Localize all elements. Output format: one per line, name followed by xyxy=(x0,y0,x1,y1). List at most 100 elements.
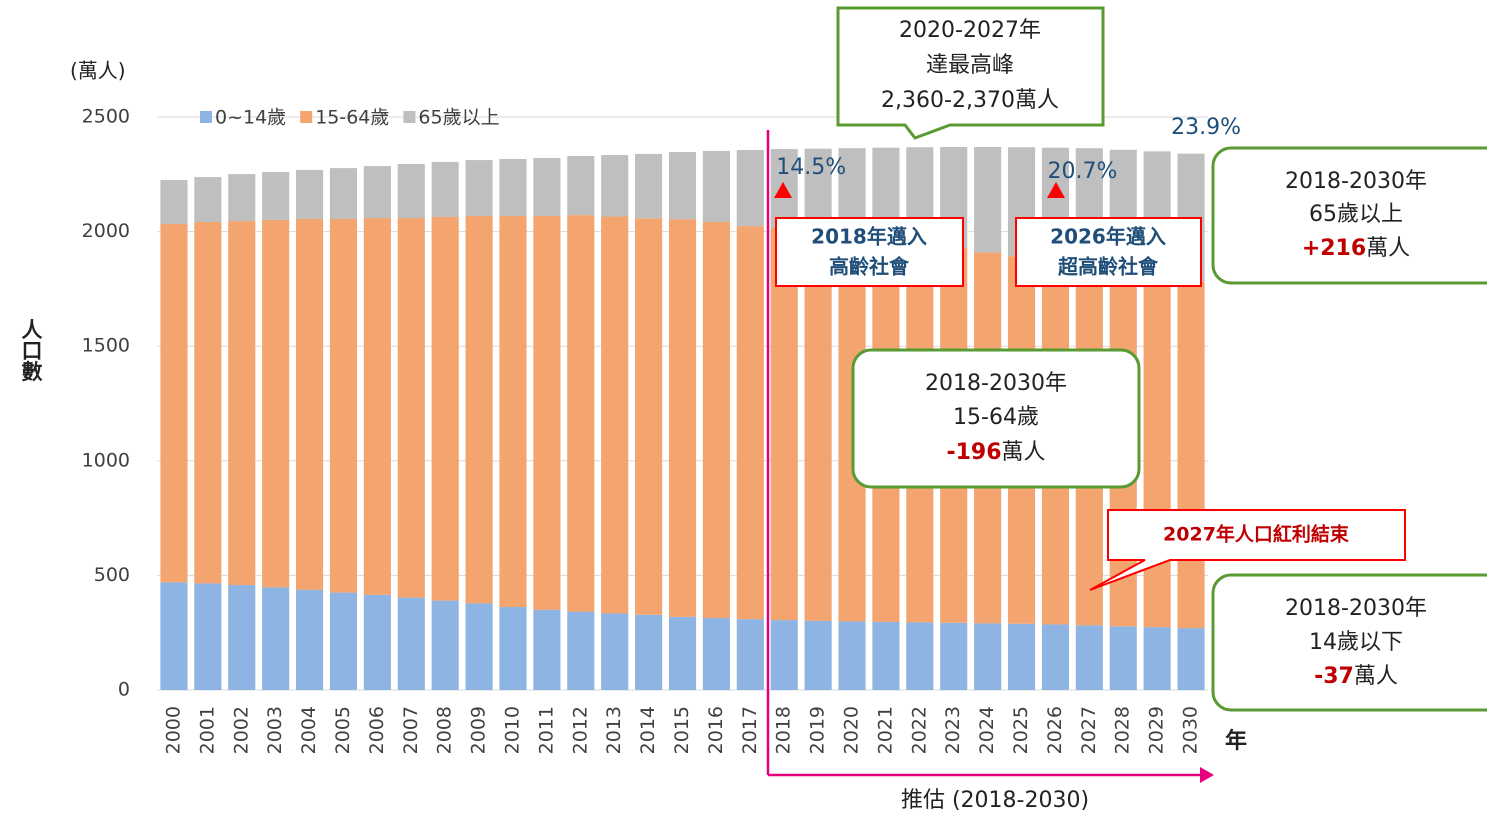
x-tick-label: 2012 xyxy=(569,706,591,754)
bar-segment xyxy=(1007,623,1036,690)
x-tick-label: 2026 xyxy=(1044,706,1066,754)
unit: 萬人 xyxy=(1002,440,1046,465)
working-change: -196萬人 xyxy=(946,440,1045,465)
x-tick-label: 2024 xyxy=(976,706,998,754)
bar-segment xyxy=(262,172,290,220)
aged-box xyxy=(775,217,964,287)
x-tick-label: 2018 xyxy=(773,706,795,754)
child-box xyxy=(1211,573,1487,712)
bar-segment xyxy=(770,227,798,621)
bar-segment xyxy=(329,218,358,593)
bar-segment xyxy=(160,582,188,690)
legend-swatch xyxy=(403,111,416,123)
bar-segment xyxy=(499,158,527,217)
bar-segment xyxy=(635,614,663,690)
bar-segment xyxy=(160,224,188,583)
bar-segment xyxy=(228,585,256,690)
change: -196 xyxy=(946,440,1001,465)
bar-segment xyxy=(363,218,391,595)
bar-segment xyxy=(804,231,832,621)
share-label: 14.5% xyxy=(776,155,846,180)
bar-segment xyxy=(736,619,764,690)
super-aged-line: 2026年邁入 xyxy=(1050,225,1166,249)
x-tick-label: 2017 xyxy=(739,706,761,754)
share-label: 23.9% xyxy=(1171,115,1241,140)
working-line: 2018-2030年 xyxy=(925,371,1067,396)
bar-segment xyxy=(702,221,730,619)
x-tick-label: 2005 xyxy=(332,706,354,754)
bar-segment xyxy=(601,216,629,614)
bar-segment xyxy=(499,607,527,690)
bar-segment xyxy=(431,161,459,217)
bar-segment xyxy=(1075,625,1103,690)
bar-segment xyxy=(228,174,256,222)
bar-segment xyxy=(1143,627,1171,690)
x-tick-label: 2016 xyxy=(705,706,727,754)
working-box xyxy=(851,348,1141,489)
super-aged-box xyxy=(1015,217,1202,287)
child-line: 14歲以下 xyxy=(1309,630,1403,655)
change: +216 xyxy=(1302,236,1366,261)
x-tick-label: 2025 xyxy=(1010,706,1032,754)
bar-segment xyxy=(533,609,561,690)
bar-segment xyxy=(804,620,832,690)
peak-line: 達最高峰 xyxy=(926,53,1014,78)
peak-callout xyxy=(836,6,1105,140)
bar-segment xyxy=(363,166,391,219)
bar-segment xyxy=(601,613,629,690)
bar-segment xyxy=(838,621,866,690)
x-tick-label: 2009 xyxy=(468,706,490,754)
unit: 萬人 xyxy=(1354,664,1398,689)
x-tick-label: 2011 xyxy=(535,706,557,754)
y-unit-label: (萬人) xyxy=(70,59,126,83)
bar-segment xyxy=(702,618,730,690)
x-tick-label: 2030 xyxy=(1180,706,1202,754)
aged-line: 2018年邁入 xyxy=(811,225,927,249)
bar-segment xyxy=(499,216,527,608)
bar-segment xyxy=(329,168,358,219)
x-tick-label: 2003 xyxy=(264,706,286,754)
bar-segment xyxy=(160,180,188,225)
dividend-callout xyxy=(1089,509,1406,591)
bar-segment xyxy=(1143,275,1171,628)
x-tick-label: 2000 xyxy=(162,706,184,754)
change: -37 xyxy=(1314,664,1354,689)
bar-segment xyxy=(906,622,934,690)
share-label: 20.7% xyxy=(1047,159,1117,184)
bar-segment xyxy=(974,147,1002,253)
y-axis-label: 人口數 xyxy=(19,319,43,383)
peak-line: 2,360-2,370萬人 xyxy=(881,88,1059,113)
bar-segment xyxy=(194,583,222,690)
bar-segment xyxy=(431,216,459,601)
bar-segment xyxy=(601,155,629,217)
bar-segment xyxy=(465,603,493,690)
bar-segment xyxy=(635,153,663,219)
bar-segment xyxy=(974,623,1002,690)
bar-segment xyxy=(296,218,324,590)
x-tick-label: 2023 xyxy=(942,706,964,754)
arrow-head xyxy=(1200,767,1214,783)
bar-segment xyxy=(194,221,222,584)
aged-line: 高齡社會 xyxy=(829,255,910,279)
x-tick-label: 2001 xyxy=(196,706,218,754)
bar-segment xyxy=(465,160,493,217)
bar-segment xyxy=(397,597,425,690)
bar-segment xyxy=(872,621,900,690)
y-tick-label: 1500 xyxy=(82,335,130,357)
x-axis-label: 年 xyxy=(1225,728,1247,754)
bar-segment xyxy=(567,611,595,690)
y-tick-label: 2000 xyxy=(82,220,130,242)
dividend-label: 2027年人口紅利結束 xyxy=(1163,523,1350,546)
bar-segment xyxy=(262,219,290,588)
legend-swatch xyxy=(200,111,212,123)
x-tick-label: 2021 xyxy=(874,706,896,754)
x-tick-label: 2022 xyxy=(908,706,930,754)
x-tick-label: 2008 xyxy=(434,706,456,754)
bar-segment xyxy=(329,592,358,690)
bar-segment xyxy=(533,216,561,610)
y-tick-label: 0 xyxy=(118,679,130,701)
super-aged-line: 超高齡社會 xyxy=(1057,255,1159,279)
marker xyxy=(774,182,792,198)
bar-segment xyxy=(397,163,425,219)
bar-segment xyxy=(296,589,324,690)
